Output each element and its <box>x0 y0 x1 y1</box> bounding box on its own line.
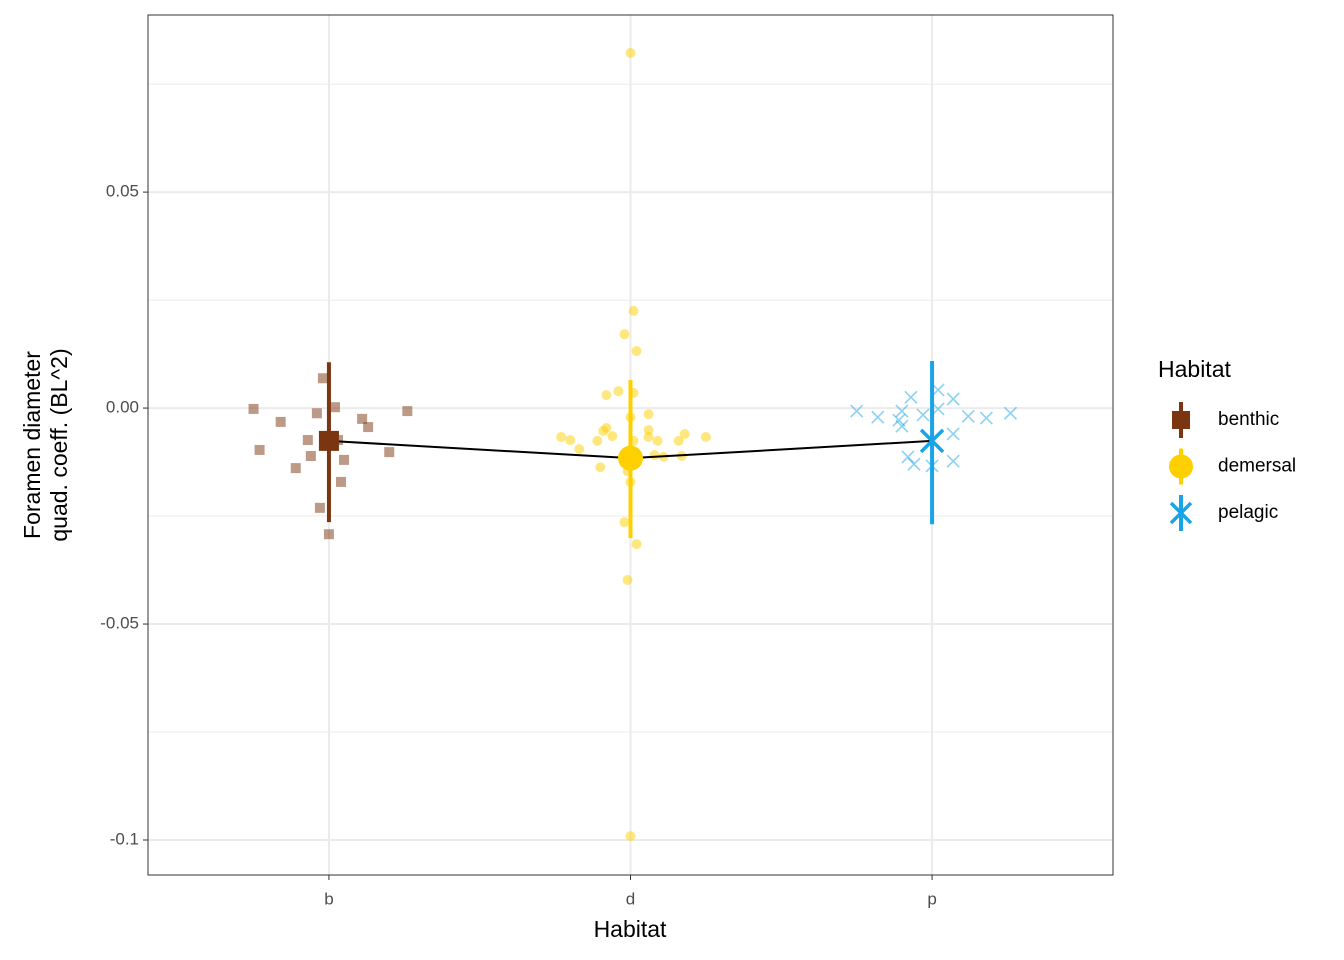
point <box>631 346 642 357</box>
point <box>595 462 606 473</box>
point <box>314 502 325 513</box>
point <box>892 413 906 427</box>
point <box>652 435 663 446</box>
point <box>628 305 639 316</box>
legend-item: benthic <box>1172 402 1279 438</box>
point <box>871 410 885 424</box>
point <box>574 444 585 455</box>
x-tick-label: p <box>927 889 936 908</box>
point <box>339 454 350 465</box>
point <box>618 445 643 471</box>
legend-key <box>1169 454 1193 479</box>
point <box>607 431 618 442</box>
point <box>643 425 654 436</box>
point <box>946 392 960 406</box>
point <box>363 422 374 433</box>
point <box>248 403 259 414</box>
y-tick-label: 0.05 <box>106 182 139 201</box>
point <box>907 457 921 471</box>
point <box>673 435 684 446</box>
point <box>402 406 413 417</box>
point <box>679 428 690 439</box>
point <box>290 463 301 474</box>
x-tick-label: d <box>626 889 635 908</box>
point <box>275 416 286 427</box>
point <box>619 517 630 528</box>
point <box>901 450 915 464</box>
point <box>329 402 340 413</box>
point <box>700 432 711 443</box>
point <box>302 435 313 446</box>
point <box>601 390 612 401</box>
legend-item: demersal <box>1169 448 1296 485</box>
point <box>643 409 654 420</box>
point <box>946 454 960 468</box>
point <box>631 539 642 550</box>
x-axis-title: Habitat <box>594 916 667 942</box>
point <box>357 413 368 424</box>
y-axis-title: Foramen diameter <box>19 351 45 539</box>
legend-item: pelagic <box>1169 495 1278 531</box>
point <box>384 447 395 458</box>
y-axis-title: quad. coeff. (BL^2) <box>46 348 72 541</box>
point <box>850 404 864 418</box>
y-tick-label: -0.1 <box>110 829 139 848</box>
point <box>931 402 945 416</box>
x-tick-label: b <box>324 889 333 908</box>
legend-key <box>1172 411 1190 429</box>
point <box>254 444 265 455</box>
point <box>305 451 316 462</box>
point <box>649 450 660 461</box>
point <box>556 432 567 443</box>
point <box>931 383 945 397</box>
point <box>613 386 624 397</box>
point <box>622 574 633 585</box>
point <box>946 427 960 441</box>
point <box>916 408 930 422</box>
point <box>601 422 612 433</box>
point <box>904 390 918 404</box>
point <box>1003 406 1018 420</box>
point <box>895 404 909 418</box>
y-tick-label: 0.00 <box>106 398 139 417</box>
point <box>619 329 630 340</box>
point <box>565 435 576 446</box>
point <box>311 408 322 419</box>
point <box>919 428 945 454</box>
legend-label: demersal <box>1218 456 1296 477</box>
point <box>317 373 328 384</box>
legend-title: Habitat <box>1158 356 1231 382</box>
point <box>318 430 339 451</box>
legend-label: pelagic <box>1218 502 1278 523</box>
legend-label: benthic <box>1218 409 1279 430</box>
point <box>592 435 603 446</box>
point <box>625 831 636 842</box>
point <box>961 409 975 423</box>
y-tick-label: -0.05 <box>100 614 139 633</box>
point <box>336 476 346 487</box>
point <box>979 411 993 425</box>
panel-border <box>147 14 1114 876</box>
point <box>643 432 654 443</box>
point <box>625 48 636 59</box>
point <box>323 529 334 540</box>
legend-key <box>1169 501 1193 525</box>
